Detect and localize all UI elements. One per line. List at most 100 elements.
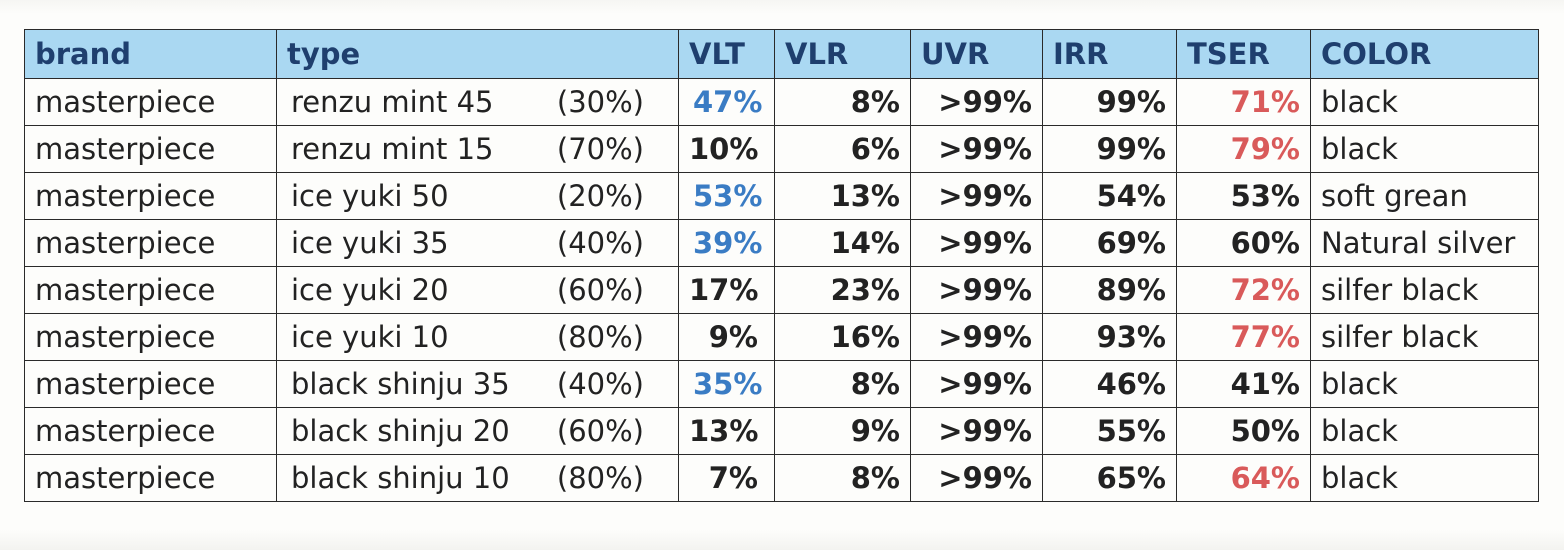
irr-cell: 99%: [1043, 79, 1177, 126]
type-name: ice yuki 50: [291, 173, 449, 219]
type-name: black shinju 20: [291, 408, 510, 454]
vlr-cell: 13%: [775, 173, 911, 220]
header-type: type: [277, 30, 679, 79]
brand-cell: masterpiece: [25, 220, 277, 267]
color-cell: Natural silver: [1311, 220, 1539, 267]
uvr-cell: >99%: [911, 79, 1043, 126]
type-name: ice yuki 35: [291, 220, 449, 266]
type-cell: black shinju 35 (40%): [277, 361, 679, 408]
table-row: masterpiece renzu mint 15 (70%) 10% 6% >…: [25, 126, 1539, 173]
tser-cell: 77%: [1177, 314, 1311, 361]
type-name: renzu mint 15: [291, 126, 494, 172]
color-cell: black: [1311, 408, 1539, 455]
type-name: black shinju 35: [291, 361, 510, 407]
vlr-cell: 6%: [775, 126, 911, 173]
table-row: masterpiece black shinju 10 (80%) 7% 8% …: [25, 455, 1539, 502]
type-cell: black shinju 20 (60%): [277, 408, 679, 455]
irr-cell: 93%: [1043, 314, 1177, 361]
type-percent: (70%): [557, 126, 644, 172]
type-name: renzu mint 45: [291, 79, 494, 125]
type-name: black shinju 10: [291, 455, 510, 501]
color-cell: black: [1311, 79, 1539, 126]
type-percent: (20%): [557, 173, 644, 219]
vlt-cell: 47%: [679, 79, 775, 126]
window-film-table: brand type VLT VLR UVR IRR TSER COLOR ma…: [24, 29, 1539, 502]
irr-cell: 99%: [1043, 126, 1177, 173]
header-color: COLOR: [1311, 30, 1539, 79]
tser-cell: 71%: [1177, 79, 1311, 126]
uvr-cell: >99%: [911, 173, 1043, 220]
brand-cell: masterpiece: [25, 361, 277, 408]
brand-cell: masterpiece: [25, 455, 277, 502]
tser-cell: 79%: [1177, 126, 1311, 173]
uvr-cell: >99%: [911, 361, 1043, 408]
type-cell: renzu mint 15 (70%): [277, 126, 679, 173]
uvr-cell: >99%: [911, 267, 1043, 314]
vlr-cell: 8%: [775, 455, 911, 502]
vlr-cell: 8%: [775, 361, 911, 408]
table-row: masterpiece ice yuki 50 (20%) 53% 13% >9…: [25, 173, 1539, 220]
vlt-cell: 7%: [679, 455, 775, 502]
vlt-cell: 39%: [679, 220, 775, 267]
brand-cell: masterpiece: [25, 173, 277, 220]
uvr-cell: >99%: [911, 408, 1043, 455]
color-cell: black: [1311, 126, 1539, 173]
irr-cell: 69%: [1043, 220, 1177, 267]
vlr-cell: 14%: [775, 220, 911, 267]
vlt-cell: 35%: [679, 361, 775, 408]
uvr-cell: >99%: [911, 455, 1043, 502]
table-row: masterpiece ice yuki 20 (60%) 17% 23% >9…: [25, 267, 1539, 314]
type-percent: (30%): [557, 79, 644, 125]
vlt-cell: 9%: [679, 314, 775, 361]
type-cell: black shinju 10 (80%): [277, 455, 679, 502]
table-row: masterpiece ice yuki 10 (80%) 9% 16% >99…: [25, 314, 1539, 361]
color-cell: silfer black: [1311, 314, 1539, 361]
brand-cell: masterpiece: [25, 267, 277, 314]
type-cell: ice yuki 35 (40%): [277, 220, 679, 267]
header-brand: brand: [25, 30, 277, 79]
header-vlr: VLR: [775, 30, 911, 79]
brand-cell: masterpiece: [25, 314, 277, 361]
type-percent: (40%): [557, 361, 644, 407]
uvr-cell: >99%: [911, 220, 1043, 267]
vlr-cell: 16%: [775, 314, 911, 361]
header-row: brand type VLT VLR UVR IRR TSER COLOR: [25, 30, 1539, 79]
brand-cell: masterpiece: [25, 408, 277, 455]
type-percent: (80%): [557, 455, 644, 501]
tser-cell: 41%: [1177, 361, 1311, 408]
color-cell: silfer black: [1311, 267, 1539, 314]
brand-cell: masterpiece: [25, 79, 277, 126]
irr-cell: 89%: [1043, 267, 1177, 314]
color-cell: black: [1311, 361, 1539, 408]
type-cell: ice yuki 50 (20%): [277, 173, 679, 220]
tser-cell: 53%: [1177, 173, 1311, 220]
irr-cell: 65%: [1043, 455, 1177, 502]
tser-cell: 72%: [1177, 267, 1311, 314]
color-cell: soft grean: [1311, 173, 1539, 220]
type-cell: ice yuki 20 (60%): [277, 267, 679, 314]
irr-cell: 55%: [1043, 408, 1177, 455]
header-vlt: VLT: [679, 30, 775, 79]
irr-cell: 54%: [1043, 173, 1177, 220]
tser-cell: 50%: [1177, 408, 1311, 455]
color-cell: black: [1311, 455, 1539, 502]
type-percent: (60%): [557, 267, 644, 313]
header-tser: TSER: [1177, 30, 1311, 79]
table-row: masterpiece renzu mint 45 (30%) 47% 8% >…: [25, 79, 1539, 126]
table-body: masterpiece renzu mint 45 (30%) 47% 8% >…: [25, 79, 1539, 502]
tser-cell: 60%: [1177, 220, 1311, 267]
header-uvr: UVR: [911, 30, 1043, 79]
uvr-cell: >99%: [911, 314, 1043, 361]
brand-cell: masterpiece: [25, 126, 277, 173]
type-name: ice yuki 10: [291, 314, 449, 360]
type-cell: ice yuki 10 (80%): [277, 314, 679, 361]
vlr-cell: 23%: [775, 267, 911, 314]
type-cell: renzu mint 45 (30%): [277, 79, 679, 126]
table-row: masterpiece black shinju 35 (40%) 35% 8%…: [25, 361, 1539, 408]
type-percent: (40%): [557, 220, 644, 266]
vlt-cell: 17%: [679, 267, 775, 314]
type-percent: (80%): [557, 314, 644, 360]
table-row: masterpiece ice yuki 35 (40%) 39% 14% >9…: [25, 220, 1539, 267]
uvr-cell: >99%: [911, 126, 1043, 173]
vlr-cell: 9%: [775, 408, 911, 455]
